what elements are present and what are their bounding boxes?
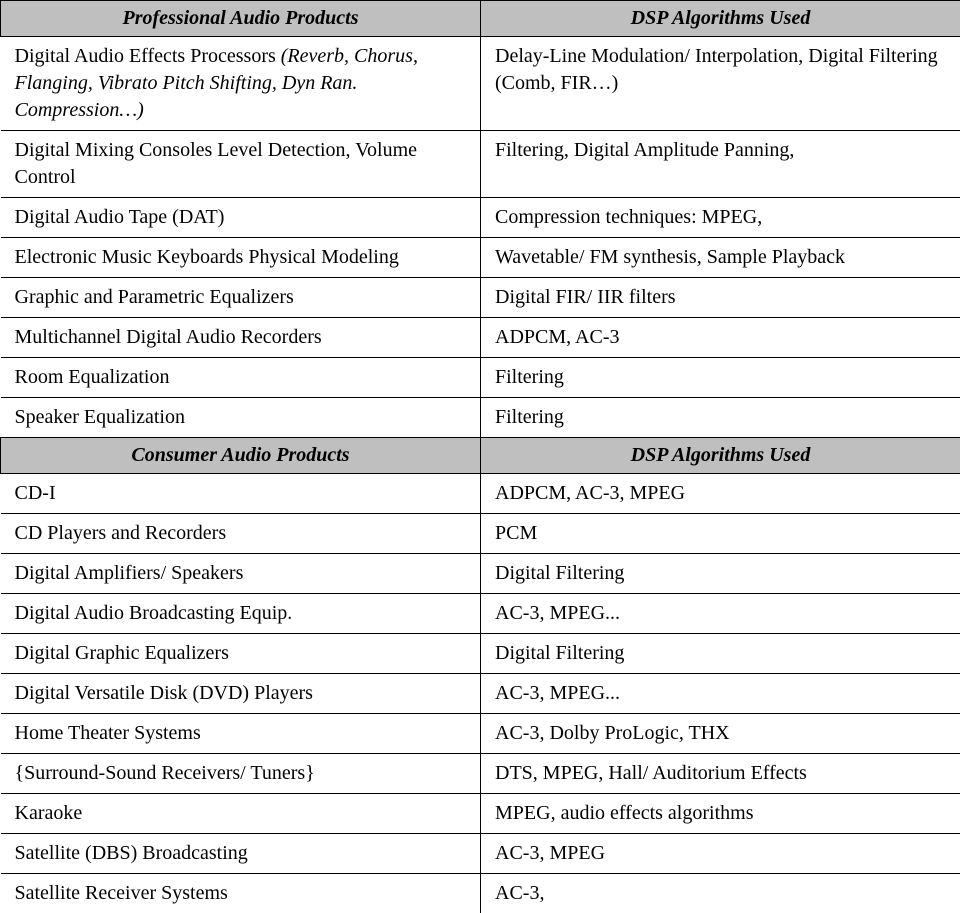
cell-algorithm: Wavetable/ FM synthesis, Sample Playback: [481, 238, 960, 278]
cell-product: Digital Mixing Consoles Level Detection,…: [1, 131, 481, 198]
cell-product: Speaker Equalization: [1, 398, 481, 438]
product-text: CD Players and Recorders: [15, 522, 227, 544]
table-row: Room Equalization Filtering: [1, 358, 960, 398]
product-text: Satellite Receiver Systems: [15, 882, 228, 904]
cell-algorithm: Digital Filtering: [481, 554, 960, 594]
cell-algorithm: Delay-Line Modulation/ Interpolation, Di…: [481, 37, 960, 131]
product-text: Digital Audio Effects Processors: [15, 45, 281, 67]
cell-product: Multichannel Digital Audio Recorders: [1, 318, 481, 358]
header-left: Consumer Audio Products: [1, 438, 481, 474]
table-row: {Surround-Sound Receivers/ Tuners} DTS, M…: [1, 754, 960, 794]
cell-algorithm: Digital FIR/ IIR filters: [481, 278, 960, 318]
product-text: Home Theater Systems: [15, 722, 201, 744]
cell-algorithm: PCM: [481, 514, 960, 554]
section-header: Professional Audio ProductsDSP Algorithm…: [1, 1, 960, 37]
product-text: {Surround-Sound Receivers/ Tuners}: [15, 762, 315, 784]
table-row: Graphic and Parametric Equalizers Digital…: [1, 278, 960, 318]
table-row: Satellite Receiver Systems AC-3,: [1, 874, 960, 913]
header-left: Professional Audio Products: [1, 1, 481, 37]
cell-product: Digital Versatile Disk (DVD) Players: [1, 674, 481, 714]
table-row: Digital Versatile Disk (DVD) Players AC-3…: [1, 674, 960, 714]
cell-product: Room Equalization: [1, 358, 481, 398]
table-row: Multichannel Digital Audio Recorders ADPC…: [1, 318, 960, 358]
cell-product: Digital Audio Effects Processors (Reverb…: [1, 37, 481, 131]
table-row: Digital Graphic Equalizers Digital Filter…: [1, 634, 960, 674]
product-text: Digital Graphic Equalizers: [15, 642, 229, 664]
product-text: Digital Mixing Consoles Level Detection,…: [15, 139, 418, 188]
table-row: Digital Audio Effects Processors (Reverb…: [1, 37, 960, 131]
cell-algorithm: DTS, MPEG, Hall/ Auditorium Effects: [481, 754, 960, 794]
cell-algorithm: Filtering: [481, 398, 960, 438]
cell-product: Digital Graphic Equalizers: [1, 634, 481, 674]
cell-product: Digital Audio Broadcasting Equip.: [1, 594, 481, 634]
cell-product: Digital Amplifiers/ Speakers: [1, 554, 481, 594]
product-text: Digital Audio Broadcasting Equip.: [15, 602, 293, 624]
product-text: Digital Audio Tape (DAT): [15, 206, 225, 228]
product-text: Digital Versatile Disk (DVD) Players: [15, 682, 313, 704]
header-right: DSP Algorithms Used: [481, 1, 960, 37]
header-right: DSP Algorithms Used: [481, 438, 960, 474]
cell-product: Satellite Receiver Systems: [1, 874, 481, 913]
cell-algorithm: Filtering, Digital Amplitude Panning,: [481, 131, 960, 198]
table-row: Digital Audio Tape (DAT) Compression tech…: [1, 198, 960, 238]
audio-dsp-table: Professional Audio ProductsDSP Algorithm…: [0, 0, 960, 913]
table-row: Home Theater Systems AC-3, Dolby ProLogic…: [1, 714, 960, 754]
table-row: Electronic Music Keyboards Physical Mode…: [1, 238, 960, 278]
product-text: Multichannel Digital Audio Recorders: [15, 326, 322, 348]
product-text: Satellite (DBS) Broadcasting: [15, 842, 248, 864]
product-text: Karaoke: [15, 802, 83, 824]
cell-algorithm: Filtering: [481, 358, 960, 398]
product-text: Graphic and Parametric Equalizers: [15, 286, 294, 308]
cell-algorithm: Digital Filtering: [481, 634, 960, 674]
cell-algorithm: MPEG, audio effects algorithms: [481, 794, 960, 834]
table-row: Satellite (DBS) Broadcasting AC-3, MPEG: [1, 834, 960, 874]
cell-product: Digital Audio Tape (DAT): [1, 198, 481, 238]
product-text: Digital Amplifiers/ Speakers: [15, 562, 244, 584]
cell-product: CD-I: [1, 474, 481, 514]
table-row: Digital Audio Broadcasting Equip. AC-3, M…: [1, 594, 960, 634]
cell-product: Home Theater Systems: [1, 714, 481, 754]
table-row: Speaker Equalization Filtering: [1, 398, 960, 438]
table-row: CD-I ADPCM, AC-3, MPEG: [1, 474, 960, 514]
cell-product: CD Players and Recorders: [1, 514, 481, 554]
table-row: Karaoke MPEG, audio effects algorithms: [1, 794, 960, 834]
product-text: CD-I: [15, 482, 56, 504]
cell-product: Graphic and Parametric Equalizers: [1, 278, 481, 318]
cell-algorithm: ADPCM, AC-3, MPEG: [481, 474, 960, 514]
cell-algorithm: AC-3, MPEG: [481, 834, 960, 874]
product-text: Electronic Music Keyboards Physical Mode…: [15, 246, 399, 268]
product-text: Room Equalization: [15, 366, 170, 388]
cell-algorithm: ADPCM, AC-3: [481, 318, 960, 358]
cell-algorithm: AC-3, Dolby ProLogic, THX: [481, 714, 960, 754]
cell-algorithm: Compression techniques: MPEG,: [481, 198, 960, 238]
table-row: CD Players and Recorders PCM: [1, 514, 960, 554]
table-row: Digital Mixing Consoles Level Detection,…: [1, 131, 960, 198]
product-text: Speaker Equalization: [15, 406, 186, 428]
cell-algorithm: AC-3,: [481, 874, 960, 913]
table-row: Digital Amplifiers/ Speakers Digital Filt…: [1, 554, 960, 594]
section-header: Consumer Audio ProductsDSP Algorithms Us…: [1, 438, 960, 474]
cell-algorithm: AC-3, MPEG...: [481, 674, 960, 714]
cell-product: {Surround-Sound Receivers/ Tuners}: [1, 754, 481, 794]
cell-product: Electronic Music Keyboards Physical Mode…: [1, 238, 481, 278]
cell-product: Satellite (DBS) Broadcasting: [1, 834, 481, 874]
cell-algorithm: AC-3, MPEG...: [481, 594, 960, 634]
cell-product: Karaoke: [1, 794, 481, 834]
